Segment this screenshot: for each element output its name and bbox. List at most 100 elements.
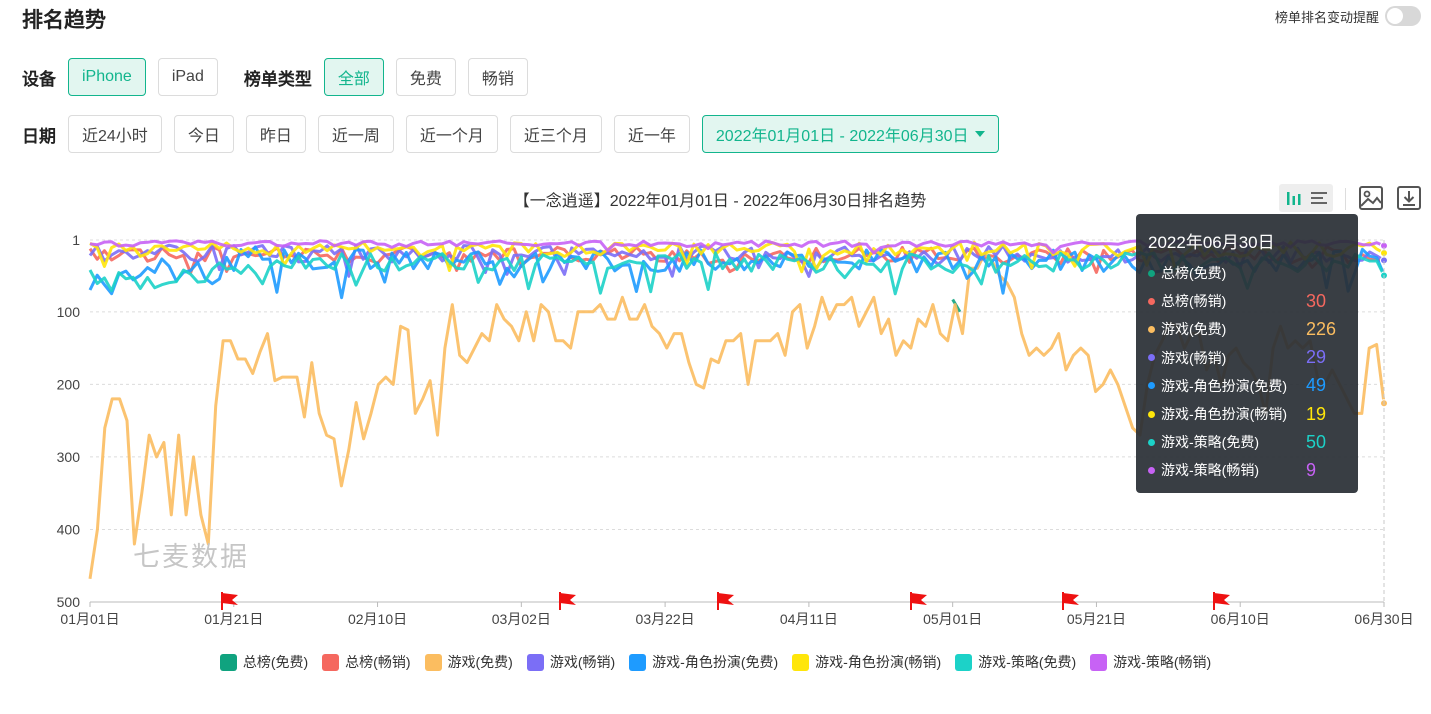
legend-item[interactable]: 游戏-策略(畅销) (1090, 652, 1211, 672)
date-today-button[interactable]: 今日 (173, 115, 234, 153)
legend-swatch (792, 653, 810, 671)
legend-swatch (526, 653, 544, 671)
flag-banner (1214, 593, 1230, 605)
device-filter-row: 设备 iPhone iPad 榜单类型 全部 免费 畅销 (22, 58, 540, 96)
tooltip-series-name: 游戏-策略(免费) (1161, 434, 1259, 451)
device-label: 设备 (22, 69, 56, 89)
tooltip-series-name: 总榜(免费) (1161, 265, 1227, 282)
tooltip-series-value: 9 (1306, 459, 1317, 480)
image-icon[interactable] (1357, 184, 1385, 212)
tooltip-series-value: 19 (1306, 403, 1327, 424)
x-tick-label: 04月11日 (780, 611, 838, 627)
flag-icon (559, 592, 576, 610)
legend-item[interactable]: 游戏(免费) (424, 652, 513, 672)
chart-grid (90, 239, 1384, 603)
tooltip-series-value: 226 (1306, 318, 1337, 339)
series-dot (1148, 297, 1155, 305)
rank-alert-toggle[interactable] (1385, 6, 1421, 26)
list-type-label: 榜单类型 (243, 69, 312, 89)
device-iphone-button[interactable]: iPhone (68, 58, 146, 96)
download-icon[interactable] (1395, 184, 1423, 212)
series-dot (1148, 410, 1155, 418)
tooltip-row: 总榜(免费) (1148, 259, 1346, 287)
chart-title: 【一念逍遥】2022年01月01日 - 2022年06月30日排名趋势 (513, 193, 927, 210)
date-24h-button[interactable]: 近24小时 (68, 115, 162, 153)
legend-label: 游戏-策略(畅销) (1113, 654, 1212, 670)
date-label: 日期 (22, 126, 56, 146)
flag-banner (1063, 593, 1079, 605)
flag-banner (911, 593, 927, 605)
tooltip-series-name: 总榜(畅销) (1161, 293, 1227, 310)
list-view-icon[interactable] (1307, 186, 1331, 210)
series-dot (1148, 325, 1155, 333)
date-month-button[interactable]: 近一个月 (405, 115, 498, 153)
x-tick-label: 03月02日 (492, 611, 551, 627)
x-axis: 01月01日 01月21日 02月10日 03月02日 03月22日 04月11日 05月0… (60, 602, 1414, 627)
rank-alert-label: 榜单排名变动提醒 (1274, 9, 1379, 25)
page-title: 排名趋势 (22, 9, 106, 32)
date-week-button[interactable]: 近一周 (317, 115, 394, 153)
chart-legend: 总榜(免费) 总榜(畅销) 游戏(免费) 游戏(畅销) 游戏-角色扮演(免费) 游戏-角色… (0, 652, 1431, 672)
y-tick-label: 400 (57, 521, 81, 537)
rank-alert: 榜单排名变动提醒 (1275, 6, 1421, 26)
bar-view-icon[interactable] (1282, 186, 1306, 210)
device-ipad-button[interactable]: iPad (157, 58, 218, 96)
chart-tooltip: 2022年06月30日 总榜(免费) 总榜(畅销) 30 游戏(免费) 226 游戏(畅销… (1136, 214, 1358, 493)
x-tick-label: 05月01日 (923, 611, 982, 627)
x-tick-label: 06月10日 (1211, 611, 1270, 627)
date-3months-button[interactable]: 近三个月 (509, 115, 602, 153)
legend-item[interactable]: 游戏(畅销) (526, 652, 616, 672)
date-yesterday-button[interactable]: 昨日 (245, 115, 306, 153)
legend-swatch (955, 653, 973, 671)
legend-label: 游戏(畅销) (549, 654, 616, 670)
legend-label: 游戏(免费) (447, 654, 513, 670)
tooltip-row: 游戏-角色扮演(畅销) 19 (1148, 400, 1346, 428)
toggle-knob (1387, 8, 1403, 24)
legend-swatch (1090, 653, 1108, 671)
date-year-button[interactable]: 近一年 (613, 115, 690, 153)
list-type-all-button[interactable]: 全部 (323, 58, 384, 96)
y-tick-label: 1 (72, 232, 80, 248)
series-dot (1148, 382, 1155, 390)
legend-item[interactable]: 游戏-角色扮演(免费) (629, 652, 778, 672)
x-tick-label: 05月21日 (1067, 611, 1126, 627)
x-tick-label: 01月01日 (60, 611, 119, 627)
tooltip-series-name: 游戏-角色扮演(免费) (1161, 377, 1287, 394)
legend-label: 总榜(畅销) (345, 654, 411, 670)
y-tick-label: 200 (57, 376, 81, 392)
tooltip-row: 游戏(畅销) 29 (1148, 344, 1346, 372)
tooltip-series-name: 游戏(免费) (1161, 321, 1227, 338)
legend-item[interactable]: 游戏-角色扮演(畅销) (792, 652, 941, 672)
list-type-free-button[interactable]: 免费 (395, 58, 456, 96)
list-type-grossing-button[interactable]: 畅销 (467, 58, 528, 96)
legend-swatch (629, 653, 647, 671)
tooltip-series-name: 游戏-策略(畅销) (1161, 462, 1259, 479)
flag-banner (718, 593, 734, 605)
series-dot (1148, 354, 1155, 362)
x-tick-label: 02月10日 (348, 611, 407, 627)
y-tick-label: 100 (57, 304, 81, 320)
legend-item[interactable]: 游戏-策略(免费) (955, 652, 1076, 672)
tooltip-series-value: 49 (1306, 375, 1327, 396)
tooltip-series-name: 游戏(畅销) (1161, 349, 1227, 366)
legend-item[interactable]: 总榜(畅销) (322, 652, 411, 672)
tooltip-row: 总榜(畅销) 30 (1148, 287, 1346, 315)
legend-swatch (424, 653, 442, 671)
tooltip-series-name: 游戏-角色扮演(畅销) (1161, 406, 1287, 423)
legend-item[interactable]: 总榜(免费) (219, 652, 308, 672)
date-range-picker[interactable]: 2022年01月01日 - 2022年06月30日 (701, 115, 999, 153)
tooltip-series-value: 30 (1306, 290, 1327, 311)
tooltip-rows: 总榜(免费) 总榜(畅销) 30 游戏(免费) 226 游戏(畅销) 29 游戏-角色扮演(免… (1148, 259, 1346, 485)
flag-icon (1062, 592, 1079, 610)
legend-swatch (322, 653, 340, 671)
series-dot (1148, 269, 1155, 277)
x-tick-label: 01月21日 (204, 611, 263, 627)
caret-down-icon (974, 131, 985, 137)
y-tick-label: 500 (57, 594, 81, 610)
toolbar-divider (1345, 188, 1346, 210)
tooltip-row: 游戏-策略(畅销) 9 (1148, 456, 1346, 484)
legend-label: 游戏-策略(免费) (978, 654, 1077, 670)
legend-label: 游戏-角色扮演(畅销) (815, 654, 942, 670)
legend-label: 游戏-角色扮演(免费) (652, 654, 779, 670)
event-flags (221, 592, 1230, 610)
